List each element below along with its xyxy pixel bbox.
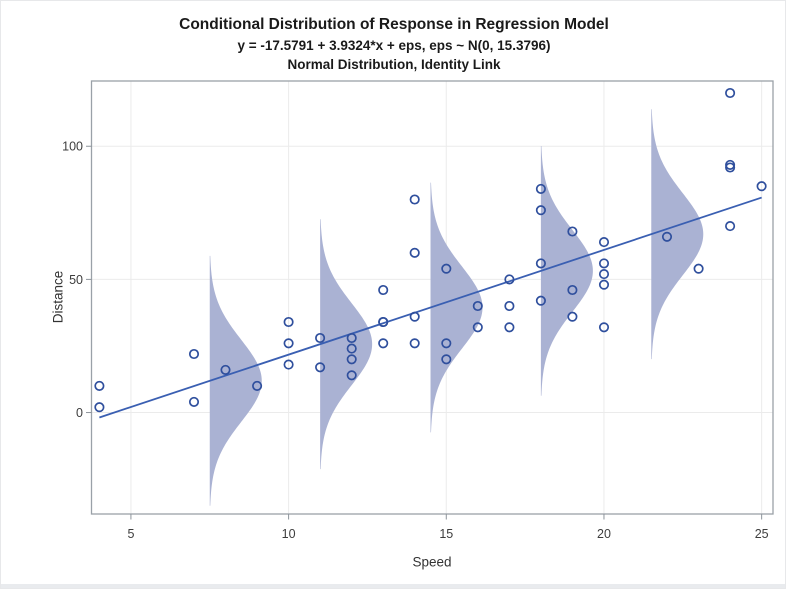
data-point: [693, 263, 704, 274]
data-point: [535, 205, 546, 216]
data-point: [598, 269, 610, 280]
data-point: [504, 322, 515, 333]
data-point: [283, 316, 294, 328]
data-point: [725, 221, 736, 232]
chart-title: Conditional Distribution of Response in …: [179, 16, 609, 33]
conditional-density-curve: [209, 255, 262, 506]
data-point: [252, 380, 263, 391]
x-tick-label: 20: [597, 527, 611, 541]
data-point: [409, 194, 420, 205]
data-point: [220, 364, 231, 375]
data-point: [756, 181, 767, 192]
data-point: [504, 300, 515, 312]
data-point: [378, 316, 389, 328]
data-point: [567, 226, 578, 237]
y-axis-label: Distance: [50, 270, 66, 324]
data-point: [346, 343, 357, 354]
data-point: [94, 402, 105, 413]
data-point: [315, 362, 326, 373]
data-point: [315, 332, 326, 344]
conditional-density-curve: [320, 219, 373, 470]
data-point: [188, 396, 200, 407]
chart-subtitle-distribution: Normal Distribution, Identity Link: [287, 57, 501, 72]
conditional-density-curve: [540, 145, 593, 396]
data-point: [598, 237, 610, 248]
regression-line: [99, 196, 762, 419]
y-tick-label: 0: [76, 406, 83, 420]
data-point: [188, 348, 200, 360]
data-point: [598, 258, 610, 269]
x-tick-label: 5: [127, 527, 134, 541]
data-point: [661, 231, 673, 242]
data-point: [409, 311, 420, 322]
data-point: [535, 183, 546, 194]
data-point: [378, 284, 389, 296]
data-point: [535, 258, 546, 269]
conditional-density-curve: [651, 109, 704, 360]
data-point: [441, 263, 452, 274]
plot-frame: [90, 80, 774, 515]
data-point: [346, 332, 357, 344]
data-point: [441, 354, 452, 365]
x-tick-label: 25: [755, 527, 769, 541]
data-point: [94, 380, 105, 391]
y-tick-label: 50: [69, 273, 83, 287]
data-point: [598, 322, 610, 333]
data-point: [567, 284, 578, 296]
data-point: [378, 338, 389, 349]
data-point: [472, 300, 483, 312]
figure-bottom-border: [1, 584, 785, 588]
data-point: [598, 279, 610, 290]
x-tick-label: 10: [282, 527, 296, 541]
data-point: [283, 359, 294, 370]
data-point: [472, 322, 483, 333]
data-point: [725, 87, 736, 99]
conditional-density-curve: [430, 182, 483, 433]
data-point: [441, 338, 452, 349]
data-point: [409, 247, 420, 258]
data-point: [725, 159, 736, 170]
chart-subtitle-equation: y = -17.5791 + 3.9324*x + eps, eps ~ N(0…: [237, 38, 551, 53]
data-point: [346, 354, 357, 365]
x-tick-label: 15: [439, 527, 453, 541]
data-point: [346, 370, 357, 381]
data-point: [409, 338, 420, 349]
data-point: [504, 274, 515, 285]
data-point: [535, 295, 546, 306]
x-axis-label: Speed: [412, 554, 452, 570]
y-tick-label: 100: [62, 140, 83, 154]
data-point: [283, 338, 294, 349]
data-point: [567, 311, 578, 322]
